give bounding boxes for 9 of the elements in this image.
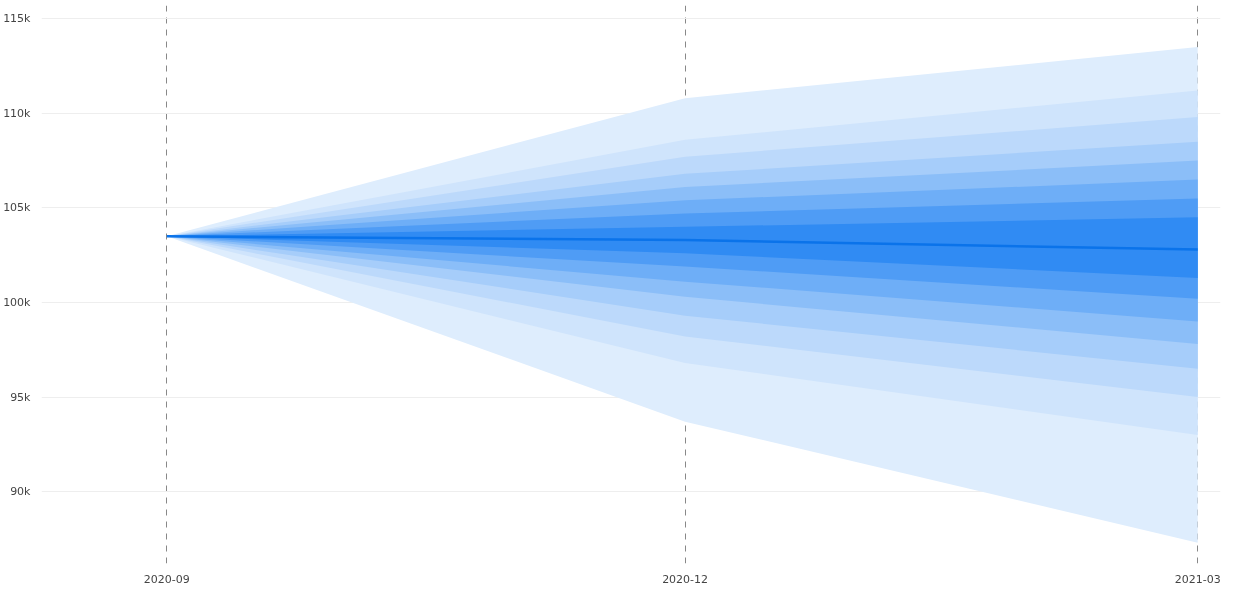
y-tick-label: 115k <box>3 12 32 26</box>
x-tick-label: 2020-12 <box>662 572 709 586</box>
x-tick-label: 2020-09 <box>143 572 190 586</box>
y-tick-label: 95k <box>10 390 32 404</box>
y-tick-label: 90k <box>10 485 32 499</box>
y-tick-label: 105k <box>3 201 32 215</box>
y-tick-label: 100k <box>3 295 32 309</box>
x-tick-label: 2021-03 <box>1174 572 1221 586</box>
y-tick-label: 110k <box>3 106 32 120</box>
